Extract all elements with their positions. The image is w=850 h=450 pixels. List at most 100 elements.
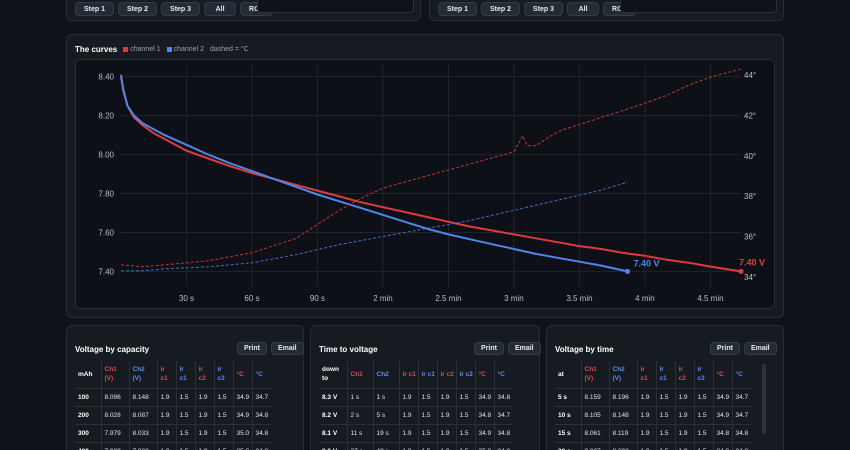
column-header[interactable]: °C <box>474 361 494 388</box>
column-header[interactable]: Ch2 <box>372 361 399 388</box>
table-cell: 7.979 <box>100 423 129 442</box>
column-header[interactable]: Ch1 (V) <box>100 361 129 388</box>
column-header-label: °C <box>236 370 244 378</box>
column-header[interactable]: Ch2 (V) <box>128 361 157 388</box>
step-2-button[interactable]: Step 2 <box>118 2 158 16</box>
top-field-right[interactable] <box>620 0 777 13</box>
table-cell: 34.8 <box>493 387 513 406</box>
email-button[interactable]: Email <box>507 342 541 355</box>
column-header[interactable]: down to <box>319 361 347 388</box>
row-key-cell: 5 s <box>555 387 581 406</box>
legend-label-channel-2: channel 2 <box>173 46 204 53</box>
y-left-tick-label: 7.60 <box>98 228 114 237</box>
column-header[interactable]: ir c2 <box>455 361 475 388</box>
curves-chart[interactable]: 30 s 60 s 90 s 2 min 2.5 min 3 min 3.5 min 4 mi… <box>76 60 776 310</box>
column-header[interactable]: °C <box>232 361 252 388</box>
column-header[interactable]: °C <box>493 361 513 388</box>
column-header[interactable]: ir c1 <box>417 361 437 388</box>
table-cell: 8.096 <box>100 387 129 406</box>
table-cell: 8.196 <box>608 387 637 406</box>
table-row[interactable]: 15 s 8.061 8.119 1.9 1.5 1.9 1.5 34.8 34.8 <box>555 423 751 442</box>
step-2-button[interactable]: Step 2 <box>481 2 521 16</box>
step-3-button[interactable]: Step 3 <box>161 2 201 16</box>
column-header-sub: c2 <box>697 375 705 383</box>
print-button[interactable]: Print <box>710 342 740 355</box>
row-key-cell: 400 <box>75 441 101 450</box>
table-cell: 40 s <box>372 441 399 450</box>
table-row[interactable]: 8.1 V 11 s 19 s 1.9 1.5 1.9 1.5 34.9 34.8 <box>319 423 513 442</box>
table-row[interactable]: 300 7.979 8.033 1.9 1.5 1.9 1.5 35.0 34.8 <box>75 423 271 442</box>
y-left-tick-label: 8.20 <box>98 112 114 121</box>
table-cell: 1.5 <box>213 423 233 442</box>
all-button[interactable]: All <box>567 2 600 16</box>
table-cell: 1.9 <box>436 441 456 450</box>
table-cell: 1.5 <box>175 441 195 450</box>
table-row[interactable]: 200 8.028 8.087 1.9 1.5 1.9 1.5 34.9 34.8 <box>75 405 271 424</box>
column-header[interactable]: Ch1 <box>346 361 373 388</box>
table-cell: 27 s <box>346 441 373 450</box>
x-tick-label: 4.5 min <box>697 294 723 303</box>
column-header[interactable]: ir c2 <box>674 361 694 388</box>
table-cell: 34.9 <box>232 387 252 406</box>
table-cell: 8.087 <box>128 405 157 424</box>
column-header[interactable]: °C <box>712 361 732 388</box>
column-header[interactable]: ir c1 <box>398 361 418 388</box>
column-header-label: ir <box>217 366 222 374</box>
column-header[interactable]: Ch1 (V) <box>580 361 609 388</box>
table-row[interactable]: 10 s 8.105 8.148 1.9 1.5 1.9 1.5 34.9 34.7 <box>555 405 751 424</box>
column-header[interactable]: ir c1 <box>655 361 675 388</box>
column-header-label: ir <box>659 366 664 374</box>
row-key-cell: 8.0 V <box>319 441 347 450</box>
table-cell: 1.5 <box>417 387 437 406</box>
table-row[interactable]: 5 s 8.159 8.196 1.9 1.5 1.9 1.5 34.9 34.7 <box>555 387 751 406</box>
table-row[interactable]: 4007.9397.9801.91.51.91.535.234.8 <box>75 441 271 450</box>
row-key-cell: 200 <box>75 405 101 424</box>
step-1-button[interactable]: Step 1 <box>75 2 115 16</box>
column-header[interactable]: ir c2 <box>436 361 456 388</box>
step-1-button[interactable]: Step 1 <box>438 2 478 16</box>
column-header[interactable]: Ch2 (V) <box>608 361 637 388</box>
email-button[interactable]: Email <box>743 342 777 355</box>
table-row[interactable]: 100 8.096 8.148 1.9 1.5 1.9 1.5 34.9 34.7 <box>75 387 271 406</box>
x-tick-label: 4 min <box>635 294 655 303</box>
table-cell: 1.5 <box>417 405 437 424</box>
y-left-tick-label: 8.40 <box>98 73 114 82</box>
legend-channel-1[interactable]: channel 1 <box>123 46 161 53</box>
table-cell: 1.9 <box>398 387 418 406</box>
table-cell: 1.9 <box>156 423 176 442</box>
table-row[interactable]: 20 s8.0278.0921.91.51.91.534.834.8 <box>555 441 751 450</box>
legend-channel-2[interactable]: channel 2 <box>166 46 204 53</box>
row-key-cell: 10 s <box>555 405 581 424</box>
step-3-button[interactable]: Step 3 <box>524 2 564 16</box>
column-header-label: down to <box>322 366 339 383</box>
print-button[interactable]: Print <box>237 342 267 355</box>
table-scrollbar[interactable] <box>762 364 766 434</box>
table-row[interactable]: 8.0 V27 s40 s1.91.51.91.535.034.8 <box>319 441 513 450</box>
column-header[interactable]: ir c2 <box>693 361 713 388</box>
all-button[interactable]: All <box>204 2 237 16</box>
series-line-1 <box>120 76 742 273</box>
table-cell: 7.939 <box>100 441 129 450</box>
column-header[interactable]: °C <box>731 361 751 388</box>
column-header[interactable]: mAh <box>75 361 101 388</box>
table-cell: 34.9 <box>232 405 252 424</box>
column-header[interactable]: ir c1 <box>175 361 195 388</box>
column-header[interactable]: ir c1 <box>636 361 656 388</box>
column-header-label: °C <box>716 370 724 378</box>
column-header[interactable]: at <box>555 361 581 388</box>
column-header[interactable]: °C <box>251 361 271 388</box>
table-cell: 34.7 <box>731 405 751 424</box>
column-header[interactable]: ir c2 <box>213 361 233 388</box>
print-button[interactable]: Print <box>474 342 504 355</box>
column-header[interactable]: ir c1 <box>156 361 176 388</box>
y-left-tick-label: 8.00 <box>98 151 114 160</box>
column-header[interactable]: ir c2 <box>194 361 214 388</box>
top-field-left[interactable] <box>257 0 414 13</box>
table-cell: 1.5 <box>693 441 713 450</box>
email-button[interactable]: Email <box>270 342 304 355</box>
